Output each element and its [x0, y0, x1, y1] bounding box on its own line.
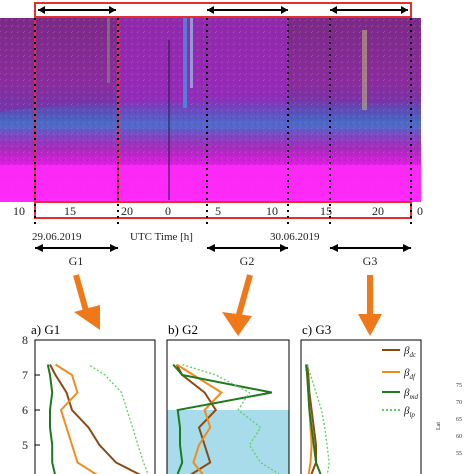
series-md-g1 — [46, 364, 56, 474]
x-tick-15a: 15 — [64, 204, 76, 218]
side-tick-65: 65 — [456, 417, 462, 423]
legend-label-md: βmd — [403, 387, 419, 401]
cloud-shading-g2 — [167, 410, 289, 474]
date-label-1: 29.06.2019 — [32, 231, 82, 243]
x-axis-label: UTC Time [h] — [130, 231, 193, 243]
series-df-g1 — [54, 363, 98, 474]
y-tick-label-7: 7 — [22, 368, 28, 382]
legend: βdc βdf βmd βlp — [382, 345, 419, 419]
group-label-g2: G2 — [240, 254, 255, 268]
series-md-g2 — [172, 363, 272, 474]
series-md-g3 — [305, 364, 322, 474]
panel-title-a: a) G1 — [31, 322, 60, 337]
profile-panels: 5 6 7 8 — [22, 333, 422, 474]
group-label-g3: G3 — [363, 254, 378, 268]
x-tick-0b: 0 — [417, 204, 423, 218]
series-lp-g3 — [306, 364, 330, 474]
side-tick-75: 75 — [456, 383, 462, 389]
x-tick-15b: 15 — [320, 204, 332, 218]
panel-frame-g2 — [166, 339, 290, 474]
side-map-ticks: Lat 75 70 65 60 55 — [436, 383, 462, 457]
side-tick-60: 60 — [456, 434, 462, 440]
series-dc-g1 — [49, 364, 141, 474]
date-label-2: 30.06.2019 — [270, 231, 320, 243]
y-tick-label-5: 5 — [22, 438, 28, 452]
x-tick-0a: 0 — [165, 204, 171, 218]
panel-title-b: b) G2 — [168, 322, 198, 337]
series-lp-g1 — [88, 363, 149, 474]
series-lp-g2 — [182, 363, 281, 474]
top-group-arrows — [38, 6, 408, 14]
quicklook-image — [0, 18, 421, 202]
x-tick-20b: 20 — [372, 204, 384, 218]
legend-label-df: βdf — [403, 367, 416, 381]
x-tick-labels: 10 15 20 0 5 10 15 20 0 — [13, 204, 423, 218]
side-axis-label: Lat — [436, 422, 442, 430]
side-tick-55: 55 — [456, 451, 462, 457]
x-tick-10a: 10 — [13, 204, 25, 218]
legend-label-dc: βdc — [403, 345, 417, 359]
group-arrows — [35, 244, 411, 252]
dotted-group-bounds — [34, 18, 412, 224]
panel-title-c: c) G3 — [302, 322, 331, 337]
legend-label-lp: βlp — [403, 405, 415, 419]
y-tick-label-6: 6 — [22, 403, 28, 417]
y-tick-label-8: 8 — [22, 333, 28, 347]
x-tick-20a: 20 — [121, 204, 133, 218]
x-tick-5: 5 — [215, 204, 221, 218]
group-label-g1: G1 — [69, 254, 84, 268]
side-tick-70: 70 — [456, 400, 462, 406]
panel-frame-g3 — [300, 339, 422, 474]
orange-arrows — [73, 274, 382, 336]
x-tick-10b: 10 — [266, 204, 278, 218]
